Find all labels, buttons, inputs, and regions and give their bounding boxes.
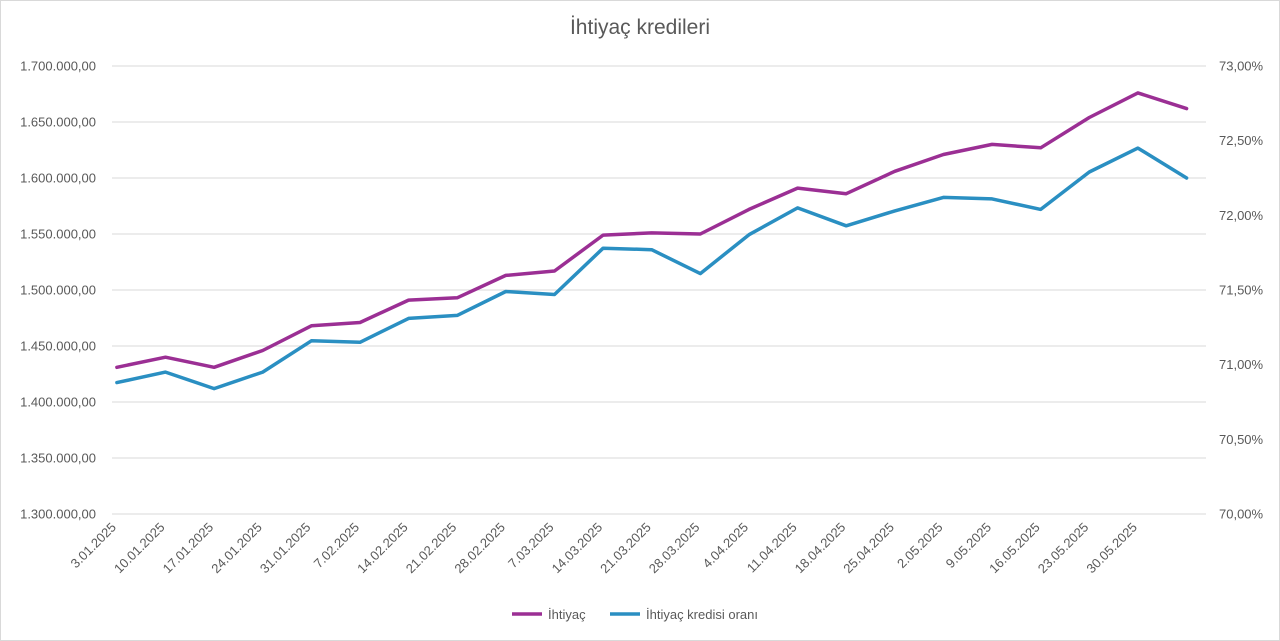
left-axis-tick-label: 1.700.000,00 xyxy=(20,59,96,74)
x-axis-tick-label: 18.04.2025 xyxy=(792,520,849,577)
x-axis-tick-label: 10.01.2025 xyxy=(111,520,168,577)
x-axis-tick-label: 28.03.2025 xyxy=(646,520,703,577)
x-axis-tick-label: 3.01.2025 xyxy=(67,520,119,572)
x-axis-tick-label: 25.04.2025 xyxy=(840,520,897,577)
right-axis-tick-label: 70,00% xyxy=(1219,507,1264,522)
left-axis-tick-label: 1.600.000,00 xyxy=(20,171,96,186)
left-axis-ticks: 1.300.000,00 1.350.000,00 1.400.000,00 1.45… xyxy=(20,59,96,522)
left-axis-tick-label: 1.400.000,00 xyxy=(20,395,96,410)
legend: İhtiyaç İhtiyaç kredisi oranı xyxy=(512,607,758,622)
legend-label: İhtiyaç kredisi oranı xyxy=(646,607,758,622)
x-axis-tick-label: 2.05.2025 xyxy=(894,520,946,572)
x-axis-tick-label: 21.03.2025 xyxy=(597,520,654,577)
x-axis-tick-label: 31.01.2025 xyxy=(257,520,314,577)
x-axis-tick-label: 16.05.2025 xyxy=(986,520,1043,577)
legend-label: İhtiyaç xyxy=(548,607,586,622)
x-axis-tick-label: 4.04.2025 xyxy=(700,520,752,572)
gridlines xyxy=(112,65,1206,515)
x-axis-tick-label: 30.05.2025 xyxy=(1083,520,1140,577)
x-axis-tick-label: 9.05.2025 xyxy=(943,520,995,572)
x-axis-tick-label: 21.02.2025 xyxy=(403,520,460,577)
right-axis-ticks: 70,00% 70,50% 71,00% 71,50% 72,00% 72,50% 73,0… xyxy=(1219,59,1264,522)
x-axis-tick-label: 14.03.2025 xyxy=(549,520,606,577)
right-axis-tick-label: 71,00% xyxy=(1219,357,1264,372)
right-axis-tick-label: 70,50% xyxy=(1219,432,1264,447)
right-axis-tick-label: 71,50% xyxy=(1219,283,1264,298)
x-axis-tick-label: 17.01.2025 xyxy=(160,520,217,577)
left-axis-tick-label: 1.450.000,00 xyxy=(20,339,96,354)
x-axis-ticks: 3.01.202510.01.202517.01.202524.01.20253… xyxy=(67,520,1140,577)
series-line xyxy=(115,146,1189,391)
x-axis-tick-label: 7.03.2025 xyxy=(505,520,557,572)
chart-title: İhtiyaç kredileri xyxy=(569,16,711,39)
x-axis-tick-label: 14.02.2025 xyxy=(354,520,411,577)
right-axis-tick-label: 72,50% xyxy=(1219,133,1264,148)
x-axis-tick-label: 7.02.2025 xyxy=(311,520,363,572)
x-axis-tick-label: 28.02.2025 xyxy=(451,520,508,577)
x-axis-tick-label: 11.04.2025 xyxy=(744,520,800,576)
left-axis-tick-label: 1.650.000,00 xyxy=(20,115,96,130)
x-axis-tick-label: 24.01.2025 xyxy=(208,520,265,577)
left-axis-tick-label: 1.550.000,00 xyxy=(20,227,96,242)
x-axis-tick-label: 23.05.2025 xyxy=(1035,520,1092,577)
right-axis-tick-label: 72,00% xyxy=(1219,208,1264,223)
right-axis-tick-label: 73,00% xyxy=(1219,59,1264,74)
left-axis-tick-label: 1.300.000,00 xyxy=(20,507,96,522)
left-axis-tick-label: 1.350.000,00 xyxy=(20,451,96,466)
left-axis-tick-label: 1.500.000,00 xyxy=(20,283,96,298)
series-lines xyxy=(115,91,1189,391)
series-line xyxy=(115,91,1189,370)
